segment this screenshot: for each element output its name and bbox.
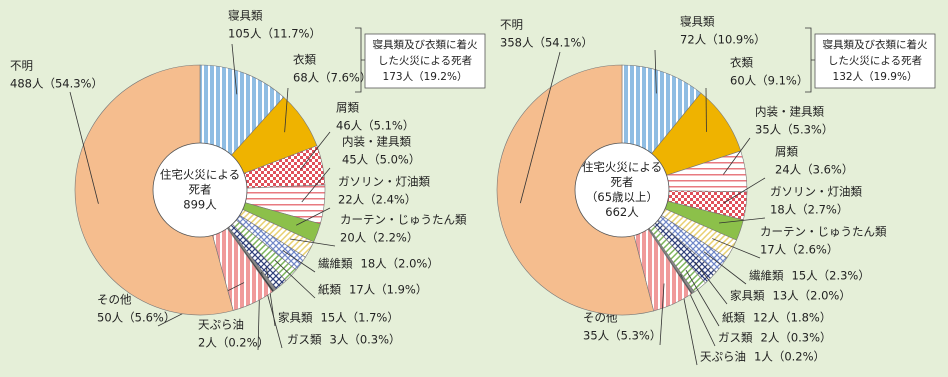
center-hole [152,142,248,238]
value-label: 68人（7.6%） [293,71,371,85]
leader-line [685,269,720,327]
slice-label: 紙類 [318,283,341,297]
value-label: 13人（2.0%） [773,289,851,303]
center-hole [574,142,670,238]
value-label: 50人（5.6%） [97,311,175,325]
slice-label: 天ぷら油 [700,350,746,364]
leader-line [296,207,331,226]
annotation-text: 寝具類及び衣類に着火 [373,38,478,51]
value-label: 488人（54.3%） [10,77,103,91]
slice-label: 屑類 [336,101,359,115]
slice-label: 不明 [500,18,523,32]
value-label: 18人（2.0%） [361,257,439,271]
center-label: 死者 [611,175,634,189]
slice-label: その他 [97,293,132,307]
leader-line [694,261,728,305]
slice-label: カーテン・じゅうたん類 [340,213,467,227]
slice-label: 内装・建具類 [342,135,411,149]
value-label: 24人（3.6%） [775,163,853,177]
value-label: 72人（10.9%） [680,33,766,47]
leader-line [712,238,761,259]
value-label: 1人（0.2%） [754,350,825,364]
leader-line [659,283,665,346]
value-label: 2人（0.2%） [198,336,269,350]
slice-label: ガス類 [718,331,753,345]
slice-label: 繊維類 [749,269,784,283]
annotation-box [814,33,936,89]
leader-line [703,251,747,285]
value-label: 20人（2.2%） [340,231,418,245]
slice-label: 寝具類 [228,9,263,23]
value-label: 17人（2.6%） [760,243,838,257]
leader-line [300,131,331,170]
slice-label: 寝具類 [680,15,715,29]
value-label: 2人（0.3%） [761,331,832,345]
annotation-text: した火災による死者 [828,55,922,67]
slice-label: 衣類 [730,56,753,70]
slice-label: ガソリン・灯油類 [338,175,430,189]
annotation-text: した火災による死者 [378,55,472,67]
annotation-text: 132人（19.9%） [833,71,918,83]
value-label: 45人（5.0%） [342,153,420,167]
leader-line [719,217,766,224]
center-label: 899人 [183,198,217,212]
value-label: 35人（5.3%） [583,329,661,343]
value-label: 18人（2.7%） [770,203,848,217]
slice-label: 繊維類 [318,257,353,271]
leader-line [301,167,331,203]
annotation-text: 173人（19.2%） [383,71,468,83]
leader-line [289,238,336,247]
slice-label: ガス類 [287,333,322,347]
slice-label: 屑類 [775,145,798,159]
bracket [355,27,365,93]
value-label: 105人（11.7%） [228,27,321,41]
value-label: 17人（1.9%） [349,283,427,297]
leader-line [723,177,766,204]
leader-line [519,51,561,204]
value-label: 3人（0.3%） [330,333,401,347]
leader-line [282,250,316,273]
leader-line [284,87,289,133]
leader-line [654,49,657,94]
center-label: 住宅火災による [582,160,662,174]
annotation-text: 寝具類及び衣類に着火 [823,38,928,51]
slice-label: 紙類 [722,311,745,325]
slice-label: 不明 [10,59,33,73]
leader-line [274,259,316,299]
value-label: 15人（1.7%） [321,311,399,325]
slice-label: 家具類 [730,289,765,303]
center-label: 住宅火災による [160,168,240,182]
slice-label: カーテン・じゅうたん類 [760,225,887,239]
center-label: 662人 [605,205,639,219]
value-label: 12人（1.8%） [753,311,831,325]
leader-line [69,91,99,204]
value-label: 22人（2.4%） [338,193,416,207]
value-label: 358人（54.1%） [500,36,593,50]
value-label: 35人（5.3%） [755,123,833,137]
slice-label: ガソリン・灯油類 [770,185,862,199]
value-label: 60人（9.1%） [730,74,808,88]
slice-label: 内装・建具類 [755,105,824,119]
slice-label: 衣類 [293,53,316,67]
value-label: 15人（2.3%） [792,269,870,283]
leader-line [722,137,751,175]
value-label: 46人（5.1%） [336,119,414,133]
center-label: 死者 [189,183,212,197]
center-label: （65歳以上） [586,190,658,204]
leader-line [231,43,238,95]
slice-label: 天ぷら油 [198,318,244,332]
annotation-box [364,33,486,89]
bracket [805,27,815,93]
slice-label: 家具類 [278,311,313,325]
